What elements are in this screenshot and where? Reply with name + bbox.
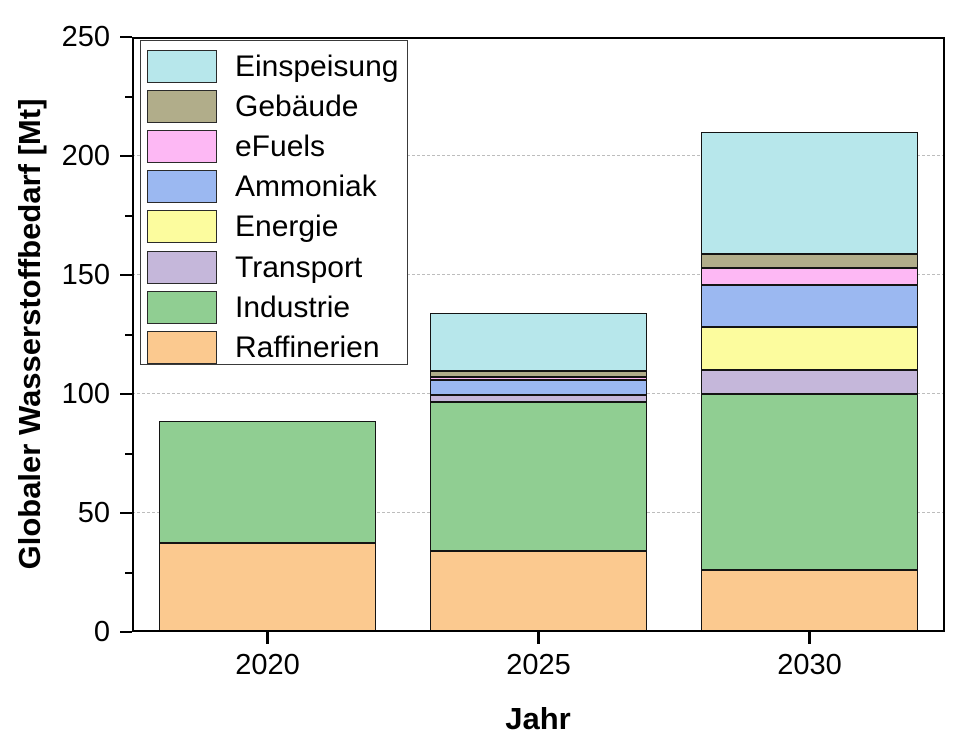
legend-swatch-industrie — [147, 290, 217, 324]
legend-item-transport: Transport — [147, 247, 407, 287]
y-tick-100 — [120, 392, 132, 396]
y-tick-150 — [120, 273, 132, 277]
bar-segment-ammoniak-2025 — [430, 379, 647, 396]
x-tick-2025 — [537, 632, 540, 644]
legend-item-industrie: Industrie — [147, 287, 407, 327]
legend-item-ammoniak: Ammoniak — [147, 167, 407, 207]
y-minor-tick-25 — [125, 571, 132, 574]
bar-segment-ammoniak-2030 — [701, 284, 918, 328]
legend-label-einspeisung: Einspeisung — [235, 49, 399, 83]
y-tick-250 — [120, 35, 132, 39]
x-tick-2030 — [808, 632, 811, 644]
x-tick-label-2020: 2020 — [235, 649, 300, 681]
legend-swatch-geb-ude — [147, 89, 217, 123]
y-tick-label-0: 0 — [93, 615, 110, 648]
y-minor-tick-75 — [125, 452, 132, 455]
legend-swatch-efuels — [147, 129, 217, 163]
y-minor-tick-225 — [125, 95, 132, 98]
x-tick-2020 — [266, 632, 269, 644]
legend-swatch-raffinerien — [147, 330, 217, 364]
y-tick-label-50: 50 — [77, 496, 110, 529]
bar-segment-einspeisung-2030 — [701, 132, 918, 254]
y-tick-0 — [120, 630, 132, 634]
legend-item-efuels: eFuels — [147, 126, 407, 166]
legend-label-ammoniak: Ammoniak — [235, 170, 377, 204]
y-tick-label-100: 100 — [61, 377, 110, 410]
bar-segment-raffinerien-2025 — [430, 551, 647, 632]
bar-segment-efuels-2030 — [701, 267, 918, 285]
x-axis-title: Jahr — [505, 701, 571, 736]
y-tick-50 — [120, 511, 132, 515]
y-tick-label-250: 250 — [61, 20, 110, 53]
x-tick-label-2030: 2030 — [777, 649, 842, 681]
y-minor-tick-125 — [125, 333, 132, 336]
bar-segment-geb-ude-2030 — [701, 253, 918, 268]
gridline-150 — [132, 274, 945, 276]
y-tick-200 — [120, 154, 132, 158]
bar-segment-geb-ude-2025 — [430, 371, 647, 378]
legend: Einspeisung Gebäude eFuels Ammoniak Energie T… — [140, 40, 408, 365]
bar-segment-einspeisung-2025 — [430, 313, 647, 372]
bar-segment-industrie-2030 — [701, 394, 918, 571]
legend-label-transport: Transport — [235, 250, 363, 284]
legend-swatch-transport — [147, 250, 217, 284]
legend-label-industrie: Industrie — [235, 290, 351, 324]
bar-segment-industrie-2025 — [430, 402, 647, 552]
legend-label-raffinerien: Raffinerien — [235, 330, 380, 364]
bar-segment-energie-2030 — [701, 327, 918, 371]
bar-segment-raffinerien-2030 — [701, 570, 918, 632]
bar-segment-efuels-2025 — [430, 377, 647, 380]
bar-segment-raffinerien-2020 — [159, 542, 376, 632]
legend-item-geb-ude: Gebäude — [147, 86, 407, 126]
legend-item-einspeisung: Einspeisung — [147, 46, 407, 86]
legend-label-efuels: eFuels — [235, 129, 326, 163]
legend-item-energie: Energie — [147, 207, 407, 247]
gridline-200 — [132, 155, 945, 157]
legend-label-geb-ude: Gebäude — [235, 89, 359, 123]
legend-swatch-ammoniak — [147, 170, 217, 204]
legend-swatch-energie — [147, 210, 217, 244]
y-tick-label-150: 150 — [61, 258, 110, 291]
legend-swatch-einspeisung — [147, 49, 217, 83]
bar-segment-transport-2025 — [430, 395, 647, 403]
y-tick-label-200: 200 — [61, 139, 110, 172]
y-minor-tick-175 — [125, 214, 132, 217]
x-tick-label-2025: 2025 — [506, 649, 571, 681]
bar-segment-industrie-2020 — [159, 421, 376, 543]
legend-item-raffinerien: Raffinerien — [147, 327, 407, 367]
legend-label-energie: Energie — [235, 210, 339, 244]
bar-segment-transport-2030 — [701, 370, 918, 394]
